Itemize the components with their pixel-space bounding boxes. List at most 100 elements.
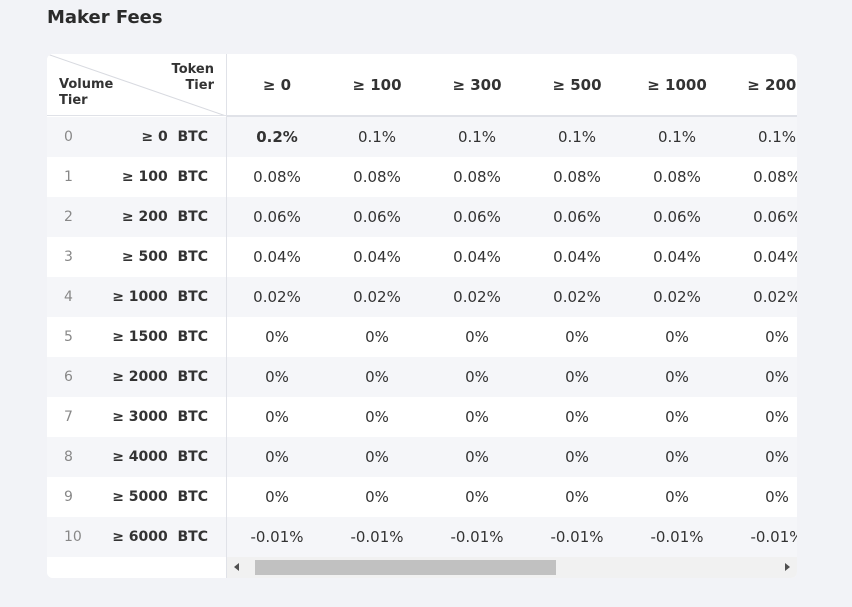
fee-cell: 0.1%: [557, 128, 597, 146]
fee-cell: 0.08%: [453, 168, 501, 186]
fee-cell: -0.01%: [250, 528, 304, 546]
fee-cell: -0.01%: [750, 528, 797, 546]
volume-tier-number: 2: [64, 209, 73, 225]
token-tier-header-line1: Token: [171, 62, 214, 77]
fee-row-stripe: [227, 197, 797, 237]
volume-tier-row: 4 ≥ 1000 BTC: [47, 277, 226, 317]
volume-tier-threshold: ≥ 200 BTC: [121, 209, 208, 225]
fee-cell: 0.06%: [553, 208, 601, 226]
scroll-right-arrow-icon[interactable]: [785, 563, 790, 571]
fee-cell: -0.01%: [550, 528, 604, 546]
fee-cell: 0%: [765, 368, 789, 386]
volume-tier-number: 10: [64, 529, 82, 545]
fee-row-stripe: [227, 517, 797, 557]
volume-tier-row: 3 ≥ 500 BTC: [47, 237, 226, 277]
volume-tier-threshold: ≥ 2000 BTC: [112, 369, 208, 385]
fee-row-stripe: [227, 277, 797, 317]
fee-cell: 0.04%: [553, 248, 601, 266]
volume-tier-row: 1 ≥ 100 BTC: [47, 157, 226, 197]
fee-cell: 0%: [365, 448, 389, 466]
volume-tier-threshold: ≥ 100 BTC: [121, 169, 208, 185]
volume-tier-row: 10 ≥ 6000 BTC: [47, 517, 226, 557]
fee-cell: 0.08%: [253, 168, 301, 186]
fee-cell: 0%: [665, 408, 689, 426]
fee-cell: 0%: [365, 488, 389, 506]
page-title: Maker Fees: [47, 7, 163, 28]
fee-cell: 0%: [365, 368, 389, 386]
fee-cell: 0.04%: [453, 248, 501, 266]
token-tier-header: Token Tier: [172, 62, 214, 94]
volume-tier-row: 9 ≥ 5000 BTC: [47, 477, 226, 517]
volume-tier-row: 0 ≥ 0 BTC: [47, 117, 226, 157]
fee-cell: 0.02%: [353, 288, 401, 306]
fee-cell: 0.04%: [753, 248, 797, 266]
fee-cell: 0.02%: [653, 288, 701, 306]
fee-cell: 0.02%: [453, 288, 501, 306]
fee-cell: 0.08%: [353, 168, 401, 186]
fee-cell: -0.01%: [450, 528, 504, 546]
volume-tier-row: 8 ≥ 4000 BTC: [47, 437, 226, 477]
fee-row-stripe: [227, 357, 797, 397]
volume-tier-row: 5 ≥ 1500 BTC: [47, 317, 226, 357]
volume-tier-header-line2: Tier: [59, 93, 88, 108]
volume-tier-header-line1: Volume: [59, 77, 114, 92]
fee-cell: 0.04%: [353, 248, 401, 266]
diagonal-divider: [47, 54, 225, 115]
fee-cell: 0%: [265, 408, 289, 426]
fee-cell: 0.06%: [453, 208, 501, 226]
volume-tier-number: 9: [64, 489, 73, 505]
fees-scroll-area[interactable]: ≥ 0≥ 100≥ 300≥ 500≥ 1000≥ 2000 0.2% 0.1% 0…: [227, 54, 797, 578]
volume-tier-row: 7 ≥ 3000 BTC: [47, 397, 226, 437]
fee-cell: -0.01%: [350, 528, 404, 546]
token-tier-column-header: ≥ 2000: [727, 54, 797, 116]
fee-cell: 0%: [365, 408, 389, 426]
token-tier-column-header: ≥ 300: [427, 54, 527, 116]
volume-tier-number: 7: [64, 409, 73, 425]
fee-cell: 0%: [465, 368, 489, 386]
token-tier-column-header: ≥ 100: [327, 54, 427, 116]
token-tier-column-header: ≥ 0: [227, 54, 327, 116]
fee-cell: 0%: [465, 448, 489, 466]
volume-tier-number: 1: [64, 169, 73, 185]
scroll-left-arrow-icon[interactable]: [234, 563, 239, 571]
fee-cell: 0%: [265, 368, 289, 386]
fee-cell: 0%: [765, 448, 789, 466]
fee-cell: 0%: [265, 448, 289, 466]
volume-tier-number: 0: [64, 129, 73, 145]
header-divider: [227, 116, 797, 117]
fee-cell: 0%: [565, 448, 589, 466]
fee-cell: 0%: [565, 368, 589, 386]
fee-row-stripe: [227, 117, 797, 157]
fee-cell: 0%: [465, 328, 489, 346]
fee-cell: 0.02%: [253, 288, 301, 306]
fee-cell: 0%: [465, 408, 489, 426]
fee-cell: 0%: [665, 368, 689, 386]
fee-cell: 0%: [765, 408, 789, 426]
fee-cell: 0.08%: [553, 168, 601, 186]
horizontal-scrollbar[interactable]: [227, 557, 797, 578]
volume-tier-threshold: ≥ 5000 BTC: [112, 489, 208, 505]
volume-tier-threshold: ≥ 500 BTC: [121, 249, 208, 265]
volume-tier-header: Volume Tier: [59, 77, 113, 109]
fee-row-stripe: [227, 437, 797, 477]
token-tier-column-header: ≥ 500: [527, 54, 627, 116]
token-tier-header-line2: Tier: [185, 78, 214, 93]
scrollbar-thumb[interactable]: [255, 560, 556, 575]
fee-cell: 0.08%: [653, 168, 701, 186]
volume-tier-threshold: ≥ 3000 BTC: [112, 409, 208, 425]
fee-cell: 0%: [565, 328, 589, 346]
maker-fees-table: Token Tier Volume Tier 0 ≥ 0 BTC 1 ≥ 100 BT…: [47, 54, 797, 578]
fee-cell: 0%: [765, 328, 789, 346]
fee-cell: 0%: [565, 408, 589, 426]
volume-tier-column: Token Tier Volume Tier 0 ≥ 0 BTC 1 ≥ 100 BT…: [47, 54, 227, 578]
volume-tier-number: 3: [64, 249, 73, 265]
fee-cell: 0.1%: [357, 128, 397, 146]
corner-header-cell: Token Tier Volume Tier: [47, 54, 226, 116]
fee-cell: 0%: [565, 488, 589, 506]
fee-cell: 0.02%: [553, 288, 601, 306]
volume-tier-threshold: ≥ 0 BTC: [141, 129, 208, 145]
fee-cell: 0.1%: [657, 128, 697, 146]
fee-cell: 0.06%: [653, 208, 701, 226]
volume-tier-threshold: ≥ 4000 BTC: [112, 449, 208, 465]
fee-cell: 0%: [265, 488, 289, 506]
